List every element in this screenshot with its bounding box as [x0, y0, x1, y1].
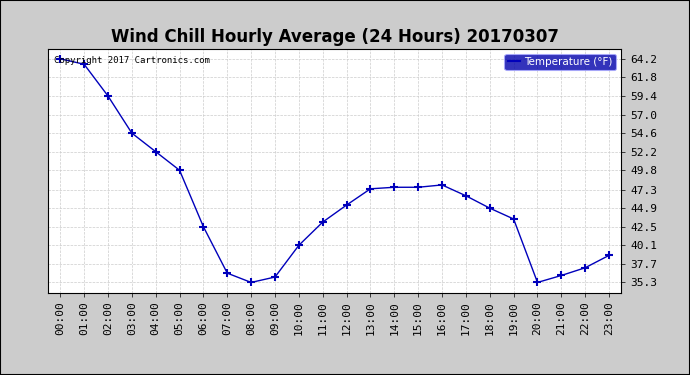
Text: Copyright 2017 Cartronics.com: Copyright 2017 Cartronics.com — [54, 56, 210, 65]
Title: Wind Chill Hourly Average (24 Hours) 20170307: Wind Chill Hourly Average (24 Hours) 201… — [110, 28, 559, 46]
Legend: Temperature (°F): Temperature (°F) — [504, 54, 615, 70]
